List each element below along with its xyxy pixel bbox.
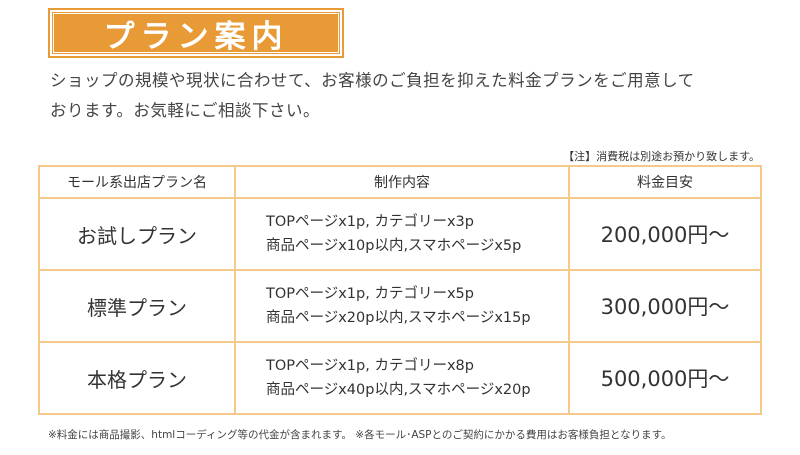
header-plan-name: モール系出店プラン名 — [38, 165, 236, 199]
table-row: 本格プラン TOPページx1p, カテゴリーx8p 商品ページx40p以内,スマ… — [38, 341, 762, 415]
plan-content-line-2: 商品ページx20p以内,スマホページx15p — [266, 310, 531, 326]
plan-content: TOPページx1p, カテゴリーx5p 商品ページx20p以内,スマホページx1… — [234, 269, 570, 343]
plan-name: お試しプラン — [38, 197, 236, 271]
intro-line-1: ショップの規模や現状に合わせて、お客様のご負担を抑えた料金プランをご用意して — [50, 71, 695, 90]
header-content: 制作内容 — [234, 165, 570, 199]
intro-text: ショップの規模や現状に合わせて、お客様のご負担を抑えた料金プランをご用意して お… — [50, 66, 770, 126]
header-price: 料金目安 — [568, 165, 762, 199]
table-row: お試しプラン TOPページx1p, カテゴリーx3p 商品ページx10p以内,ス… — [38, 197, 762, 271]
plan-price: 200,000円～ — [568, 197, 762, 271]
tax-note: 【注】消費税は別途お預かり致します。 — [563, 150, 760, 163]
plan-name: 標準プラン — [38, 269, 236, 343]
plan-price: 300,000円～ — [568, 269, 762, 343]
plan-content-line-2: 商品ページx40p以内,スマホページx20p — [266, 382, 531, 398]
plan-table: モール系出店プラン名 制作内容 料金目安 お試しプラン TOPページx1p, カ… — [38, 165, 762, 415]
footer-note: ※料金には商品撮影、htmlコーディング等の代金が含まれます。 ※各モール･AS… — [48, 429, 672, 441]
page-title: プラン案内 — [103, 18, 289, 55]
plan-price: 500,000円～ — [568, 341, 762, 415]
plan-name: 本格プラン — [38, 341, 236, 415]
plan-content: TOPページx1p, カテゴリーx3p 商品ページx10p以内,スマホページx5… — [234, 197, 570, 271]
plan-content: TOPページx1p, カテゴリーx8p 商品ページx40p以内,スマホページx2… — [234, 341, 570, 415]
plan-content-line-1: TOPページx1p, カテゴリーx8p — [266, 358, 474, 374]
table-row: 標準プラン TOPページx1p, カテゴリーx5p 商品ページx20p以内,スマ… — [38, 269, 762, 343]
plan-content-line-2: 商品ページx10p以内,スマホページx5p — [266, 238, 522, 254]
title-banner: プラン案内 — [48, 8, 344, 58]
plan-content-line-1: TOPページx1p, カテゴリーx5p — [266, 286, 474, 302]
plan-content-line-1: TOPページx1p, カテゴリーx3p — [266, 214, 474, 230]
intro-line-2: おります。お気軽にご相談下さい。 — [50, 101, 321, 120]
table-header-row: モール系出店プラン名 制作内容 料金目安 — [38, 165, 762, 199]
